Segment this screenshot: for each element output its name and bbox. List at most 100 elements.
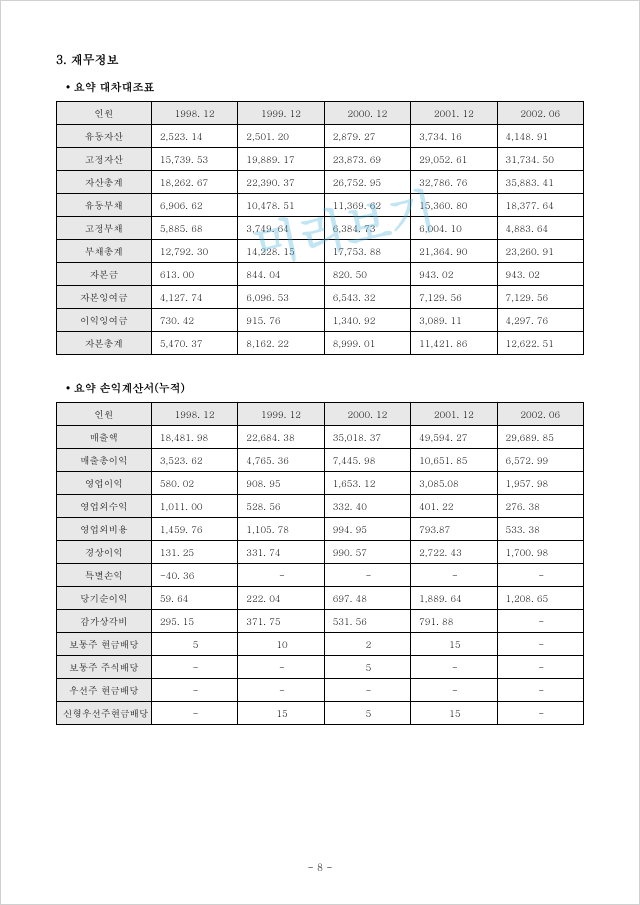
cell-value: 22,684. 38 xyxy=(238,426,324,449)
cell-value: 18,377. 64 xyxy=(497,194,583,217)
cell-value: 613. 00 xyxy=(151,263,237,286)
cell-value: 4,127. 74 xyxy=(151,286,237,309)
cell-value: - xyxy=(151,656,237,679)
cell-value: 222. 04 xyxy=(238,587,324,610)
row-label: 매출총이익 xyxy=(57,449,152,472)
col-header: 인원 xyxy=(57,403,152,426)
row-label: 특별손익 xyxy=(57,564,152,587)
cell-value: 131. 25 xyxy=(151,541,237,564)
table-row: 경상이익131. 25331. 74990. 572,722. 431,700.… xyxy=(57,541,584,564)
table-row: 매출액18,481. 9822,684. 3835,018. 3749,594.… xyxy=(57,426,584,449)
section-title: 3. 재무정보 xyxy=(56,51,584,68)
cell-value: 1,011. 00 xyxy=(151,495,237,518)
table-row: 영업외수익1,011. 00528. 56332. 40401. 22276. … xyxy=(57,495,584,518)
cell-value: 22,390. 37 xyxy=(238,171,324,194)
cell-value: 12,792. 30 xyxy=(151,240,237,263)
row-label: 영업외수익 xyxy=(57,495,152,518)
cell-value: 2,879. 27 xyxy=(324,125,410,148)
cell-value: 59. 64 xyxy=(151,587,237,610)
table-row: 영업이익580. 02908. 951,653. 123,085.081,957… xyxy=(57,472,584,495)
cell-value: 29,052. 61 xyxy=(411,148,497,171)
cell-value: 12,622. 51 xyxy=(497,332,583,355)
col-header: 1998. 12 xyxy=(151,403,237,426)
cell-value: - xyxy=(151,702,237,725)
cell-value: - xyxy=(238,656,324,679)
table-row: 보통주 현금배당510215- xyxy=(57,633,584,656)
table-row: 보통주 주식배당--5-- xyxy=(57,656,584,679)
cell-value: 915. 76 xyxy=(238,309,324,332)
table-row: 우선주 현금배당----- xyxy=(57,679,584,702)
page-number: - 8 - xyxy=(1,860,639,874)
row-label: 고정부채 xyxy=(57,217,152,240)
cell-value: - xyxy=(238,564,324,587)
cell-value: 2,722. 43 xyxy=(411,541,497,564)
cell-value: 3,085.08 xyxy=(411,472,497,495)
row-label: 유동자산 xyxy=(57,125,152,148)
col-header: 2001. 12 xyxy=(411,102,497,125)
cell-value: 6,572. 99 xyxy=(497,449,583,472)
cell-value: 32,786. 76 xyxy=(411,171,497,194)
table-row: 유동부채6,906. 6210,478. 5111,369. 6215,360.… xyxy=(57,194,584,217)
cell-value: 21,364. 90 xyxy=(411,240,497,263)
cell-value: 1,340. 92 xyxy=(324,309,410,332)
cell-value: - xyxy=(497,679,583,702)
cell-value: 15 xyxy=(411,702,497,725)
row-label: 보통주 주식배당 xyxy=(57,656,152,679)
table-row: 자본총계5,470. 378,162. 228,999. 0111,421. 8… xyxy=(57,332,584,355)
cell-value: 6,384. 73 xyxy=(324,217,410,240)
row-label: 감가상각비 xyxy=(57,610,152,633)
cell-value: - xyxy=(497,656,583,679)
cell-value: 943. 02 xyxy=(497,263,583,286)
row-label: 유동부채 xyxy=(57,194,152,217)
row-label: 자산총계 xyxy=(57,171,152,194)
cell-value: 29,689. 85 xyxy=(497,426,583,449)
row-label: 경상이익 xyxy=(57,541,152,564)
cell-value: - xyxy=(411,679,497,702)
cell-value: 10 xyxy=(238,633,324,656)
page-content: 3. 재무정보 • 요약 대차대조표 인원 1998. 12 1999. 12 … xyxy=(1,1,639,755)
cell-value: 844. 04 xyxy=(238,263,324,286)
cell-value: - xyxy=(411,564,497,587)
cell-value: 6,096. 53 xyxy=(238,286,324,309)
cell-value: 15 xyxy=(238,702,324,725)
row-label: 매출액 xyxy=(57,426,152,449)
cell-value: - xyxy=(324,679,410,702)
col-header: 2000. 12 xyxy=(324,403,410,426)
cell-value: 5 xyxy=(324,656,410,679)
cell-value: 5,885. 68 xyxy=(151,217,237,240)
cell-value: 1,459. 76 xyxy=(151,518,237,541)
table-row: 특별손익-40. 36---- xyxy=(57,564,584,587)
table-header-row: 인원 1998. 12 1999. 12 2000. 12 2001. 12 2… xyxy=(57,403,584,426)
cell-value: 3,523. 62 xyxy=(151,449,237,472)
cell-value: 2,523. 14 xyxy=(151,125,237,148)
row-label: 영업외비용 xyxy=(57,518,152,541)
balance-sheet-table: 인원 1998. 12 1999. 12 2000. 12 2001. 12 2… xyxy=(56,101,584,355)
cell-value: 371. 75 xyxy=(238,610,324,633)
cell-value: - xyxy=(497,702,583,725)
cell-value: 7,445. 98 xyxy=(324,449,410,472)
cell-value: 730. 42 xyxy=(151,309,237,332)
table-row: 영업외비용1,459. 761,105. 78994. 95793.87533.… xyxy=(57,518,584,541)
cell-value: 820. 50 xyxy=(324,263,410,286)
cell-value: 793.87 xyxy=(411,518,497,541)
col-header: 2001. 12 xyxy=(411,403,497,426)
table-row: 매출총이익3,523. 624,765. 367,445. 9810,651. … xyxy=(57,449,584,472)
row-label: 영업이익 xyxy=(57,472,152,495)
cell-value: 580. 02 xyxy=(151,472,237,495)
table1-title: • 요약 대차대조표 xyxy=(66,80,584,95)
cell-value: 8,999. 01 xyxy=(324,332,410,355)
cell-value: 4,765. 36 xyxy=(238,449,324,472)
cell-value: 791. 88 xyxy=(411,610,497,633)
section-title-text: 재무정보 xyxy=(71,51,119,68)
table2-title: • 요약 손익계산서(누적) xyxy=(66,381,584,396)
cell-value: 531. 56 xyxy=(324,610,410,633)
table-row: 유동자산2,523. 142,501. 202,879. 273,734. 16… xyxy=(57,125,584,148)
cell-value: 943. 02 xyxy=(411,263,497,286)
cell-value: 14,228. 15 xyxy=(238,240,324,263)
cell-value: 15,360. 80 xyxy=(411,194,497,217)
row-label: 당기순이익 xyxy=(57,587,152,610)
cell-value: 15,739. 53 xyxy=(151,148,237,171)
cell-value: 15 xyxy=(411,633,497,656)
table-row: 이익잉여금730. 42915. 761,340. 923,089. 114,2… xyxy=(57,309,584,332)
cell-value: 3,749. 64 xyxy=(238,217,324,240)
